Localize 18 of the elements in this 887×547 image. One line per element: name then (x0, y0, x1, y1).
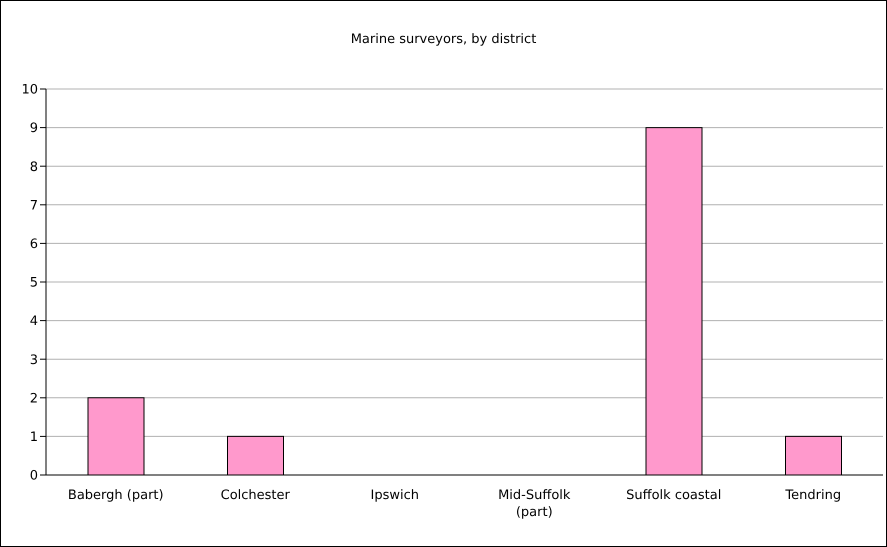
y-tick-label: 3 (30, 352, 38, 368)
y-tick-label: 5 (30, 276, 38, 291)
y-tick-label: 10 (21, 82, 38, 98)
x-tick-label: Mid-Suffolk (part) (498, 488, 571, 520)
y-tick-label: 1 (30, 430, 38, 446)
y-tick-label: 7 (30, 198, 38, 214)
x-tick-label: Tendring (784, 488, 842, 503)
x-tick-label: Colchester (220, 488, 291, 503)
x-tick-label: Babergh (part) (68, 488, 164, 503)
y-tick-label: 4 (30, 314, 38, 330)
y-tick-label: 0 (30, 468, 38, 484)
chart-title: Marine surveyors, by district (350, 32, 538, 47)
y-tick-label: 9 (30, 121, 38, 136)
y-tick-label: 2 (30, 391, 38, 406)
y-tick-label: 6 (30, 237, 38, 252)
x-tick-label: Suffolk coastal (626, 488, 722, 503)
y-tick-label: 8 (30, 160, 38, 175)
x-tick-label: Ipswich (370, 488, 419, 503)
